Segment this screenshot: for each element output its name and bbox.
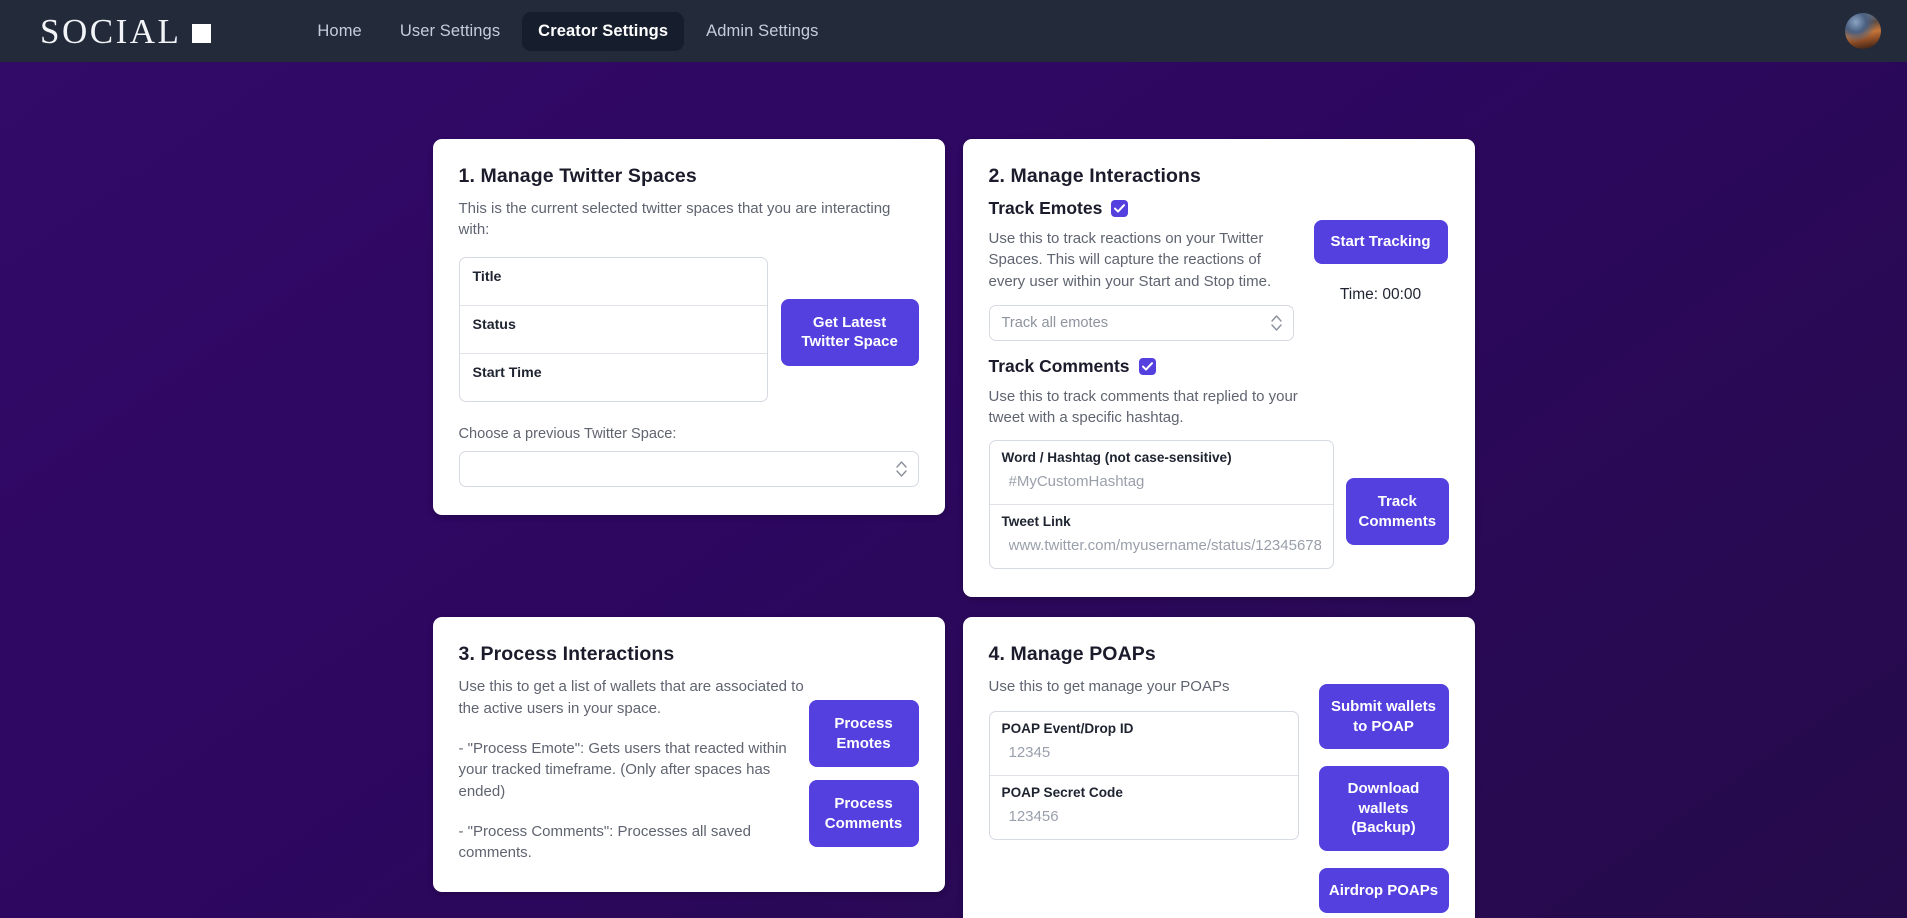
card3-buttons: Process Emotes Process Comments bbox=[808, 676, 919, 848]
track-emotes-section: Track Emotes Use this to track reactions… bbox=[988, 198, 1449, 341]
poap-event-id-input[interactable] bbox=[1001, 743, 1286, 761]
card1-description: This is the current selected twitter spa… bbox=[458, 200, 891, 239]
space-info-box: Title Status Start Time bbox=[458, 256, 768, 402]
card1-body: Title Status Start Time Get Latest Twitt… bbox=[458, 241, 919, 402]
card3-paragraph-2: - "Process Emote": Gets users that react… bbox=[458, 740, 787, 800]
card4-body: Use this to get manage your POAPs POAP E… bbox=[988, 676, 1449, 914]
start-tracking-button[interactable]: Start Tracking bbox=[1313, 220, 1448, 264]
card3-paragraph-1: Use this to get a list of wallets that a… bbox=[458, 678, 804, 717]
card4-left-column: Use this to get manage your POAPs POAP E… bbox=[988, 676, 1299, 840]
logo-square-icon bbox=[192, 23, 212, 43]
track-comments-heading: Track Comments bbox=[989, 356, 1449, 377]
card4-buttons: Submit wallets to POAP Download wallets … bbox=[1318, 676, 1449, 914]
track-emotes-left: Track Emotes Use this to track reactions… bbox=[988, 198, 1294, 341]
poap-secret-code-label: POAP Secret Code bbox=[1001, 784, 1123, 800]
card-manage-twitter-spaces: 1. Manage Twitter Spaces This is the cur… bbox=[432, 139, 945, 515]
poap-secret-code-row: POAP Secret Code bbox=[990, 776, 1298, 839]
track-emotes-title: Track Emotes bbox=[988, 198, 1103, 218]
track-emotes-description: Use this to track reactions on your Twit… bbox=[988, 230, 1272, 290]
nav-item-creator-settings[interactable]: Creator Settings bbox=[522, 11, 685, 51]
tweet-link-label: Tweet Link bbox=[1001, 514, 1071, 530]
poap-event-id-label: POAP Event/Drop ID bbox=[1001, 720, 1134, 736]
logo-text: SOCIAL bbox=[40, 11, 182, 51]
card4-title: 4. Manage POAPs bbox=[988, 643, 1156, 666]
download-wallets-backup-button[interactable]: Download wallets (Backup) bbox=[1318, 766, 1449, 851]
nav-item-admin-settings[interactable]: Admin Settings bbox=[706, 21, 819, 40]
card3-text-column: Use this to get a list of wallets that a… bbox=[459, 676, 809, 863]
track-emotes-heading: Track Emotes bbox=[989, 198, 1294, 219]
tweet-link-field-row: Tweet Link bbox=[990, 505, 1334, 568]
card3-title: 3. Process Interactions bbox=[458, 643, 675, 666]
chevron-updown-icon bbox=[895, 460, 907, 477]
brand-logo[interactable]: SOCIAL bbox=[40, 11, 212, 51]
track-comments-body: Word / Hashtag (not case-sensitive) Twee… bbox=[988, 428, 1449, 570]
poap-fields: POAP Event/Drop ID POAP Secret Code bbox=[988, 710, 1299, 840]
chevron-updown-icon bbox=[1270, 315, 1282, 331]
track-comments-fields: Word / Hashtag (not case-sensitive) Twee… bbox=[988, 440, 1335, 570]
card-manage-poaps: 4. Manage POAPs Use this to get manage y… bbox=[962, 617, 1475, 918]
track-comments-title: Track Comments bbox=[988, 355, 1130, 376]
card3-body: Use this to get a list of wallets that a… bbox=[459, 676, 919, 863]
card4-description: Use this to get manage your POAPs bbox=[988, 678, 1230, 696]
space-info-row-title: Title bbox=[459, 258, 767, 306]
card-manage-interactions: 2. Manage Interactions Track Emotes Use … bbox=[962, 139, 1475, 598]
card3-paragraph-3: - "Process Comments": Processes all save… bbox=[458, 822, 751, 862]
card-process-interactions: 3. Process Interactions Use this to get … bbox=[432, 617, 945, 892]
cards-grid: 1. Manage Twitter Spaces This is the cur… bbox=[0, 75, 1907, 918]
tracking-time-display: Time: 00:00 bbox=[1339, 285, 1422, 303]
hashtag-input[interactable] bbox=[1001, 473, 1322, 491]
poap-secret-code-input[interactable] bbox=[1001, 807, 1286, 825]
track-comments-checkbox[interactable] bbox=[1138, 357, 1156, 375]
track-comments-button[interactable]: Track Comments bbox=[1346, 478, 1449, 546]
main-nav: Home User Settings Creator Settings Admi… bbox=[301, 11, 834, 51]
hashtag-label: Word / Hashtag (not case-sensitive) bbox=[1001, 450, 1232, 466]
hashtag-field-row: Word / Hashtag (not case-sensitive) bbox=[989, 441, 1334, 506]
submit-wallets-to-poap-button[interactable]: Submit wallets to POAP bbox=[1318, 684, 1449, 750]
track-comments-description: Use this to track comments that replied … bbox=[988, 387, 1298, 427]
tweet-link-input[interactable] bbox=[1001, 537, 1322, 555]
space-status-label: Status bbox=[472, 316, 516, 333]
previous-space-label: Choose a previous Twitter Space: bbox=[458, 425, 677, 442]
track-emotes-right: Start Tracking Time: 00:00 bbox=[1313, 198, 1449, 304]
process-emotes-button[interactable]: Process Emotes bbox=[808, 700, 919, 768]
track-emotes-checkbox[interactable] bbox=[1111, 200, 1129, 217]
space-start-time-label: Start Time bbox=[472, 364, 542, 381]
get-latest-twitter-space-button[interactable]: Get Latest Twitter Space bbox=[780, 298, 919, 366]
space-title-label: Title bbox=[472, 268, 502, 285]
avatar[interactable] bbox=[1845, 13, 1881, 49]
airdrop-poaps-button[interactable]: Airdrop POAPs bbox=[1318, 867, 1449, 914]
track-emotes-select[interactable]: Track all emotes bbox=[988, 304, 1294, 341]
space-info-row-status: Status bbox=[459, 306, 767, 354]
poap-event-id-row: POAP Event/Drop ID bbox=[989, 712, 1298, 776]
nav-item-home[interactable]: Home bbox=[317, 21, 362, 40]
top-navbar: SOCIAL Home User Settings Creator Settin… bbox=[0, 0, 1907, 62]
space-info-row-start-time: Start Time bbox=[460, 354, 767, 401]
previous-space-select[interactable] bbox=[458, 450, 919, 487]
main-content: 1. Manage Twitter Spaces This is the cur… bbox=[0, 62, 1907, 918]
track-comments-section: Track Comments Use this to track comment… bbox=[988, 356, 1449, 570]
card1-title: 1. Manage Twitter Spaces bbox=[458, 165, 697, 187]
process-comments-button[interactable]: Process Comments bbox=[808, 780, 919, 848]
track-emotes-select-value: Track all emotes bbox=[1001, 314, 1109, 331]
nav-item-user-settings[interactable]: User Settings bbox=[399, 21, 501, 40]
card2-title: 2. Manage Interactions bbox=[988, 165, 1201, 187]
